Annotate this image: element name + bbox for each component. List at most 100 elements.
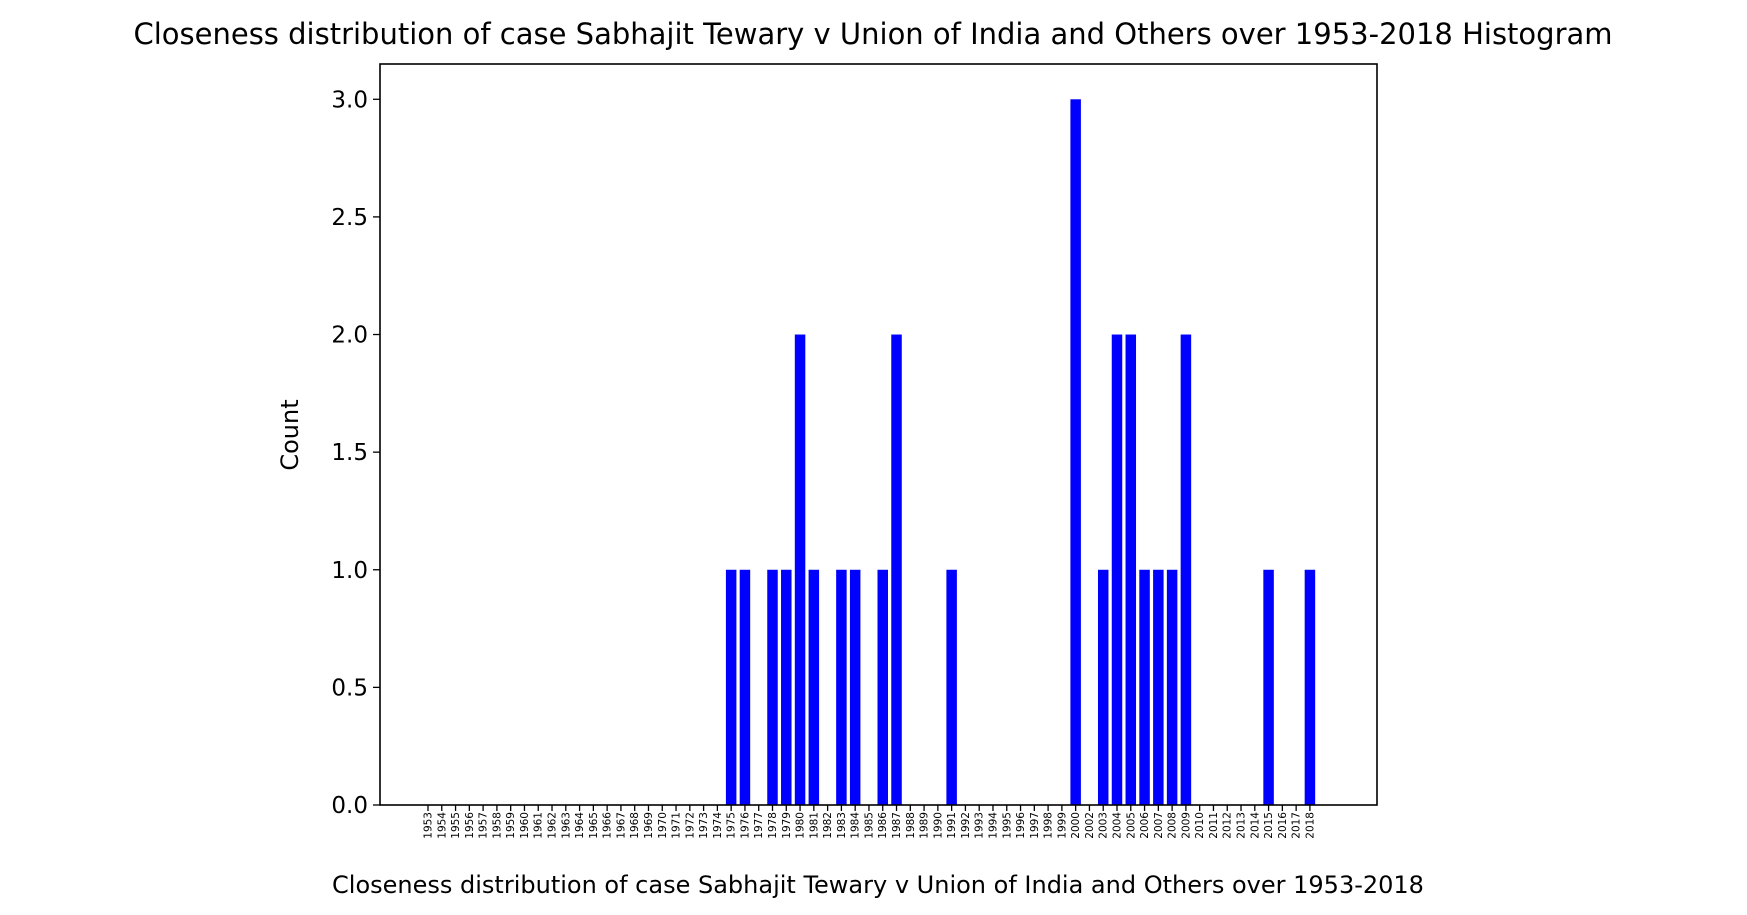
x-tick-label: 2008 xyxy=(1167,812,1179,839)
x-tick-label: 1998 xyxy=(1043,812,1055,839)
x-tick-label: 1994 xyxy=(987,812,999,839)
x-tick-label: 1963 xyxy=(560,812,572,839)
x-tick-label: 1955 xyxy=(450,812,462,839)
bar-1979 xyxy=(781,569,792,805)
y-tick-label: 2.5 xyxy=(331,205,368,231)
x-tick-label: 1958 xyxy=(491,812,503,839)
bar-2003 xyxy=(1097,569,1109,805)
x-tick-label: 2004 xyxy=(1112,812,1124,839)
x-tick-label: 1992 xyxy=(960,812,972,839)
x-tick-label: 1990 xyxy=(932,812,944,839)
x-tick-label: 1962 xyxy=(547,812,559,839)
x-tick-label: 1983 xyxy=(836,812,848,839)
x-tick-label: 2018 xyxy=(1304,812,1316,839)
x-tick-label: 2016 xyxy=(1277,812,1289,839)
x-tick-label: 1975 xyxy=(726,812,738,839)
x-tick-label: 1973 xyxy=(698,812,710,839)
bar-2006 xyxy=(1139,569,1150,805)
x-tick-label: 1999 xyxy=(1056,812,1068,839)
x-tick-label: 1982 xyxy=(822,812,834,839)
x-tick-label: 1966 xyxy=(602,812,614,839)
y-axis-label: Count xyxy=(276,399,304,470)
bar-1981 xyxy=(808,569,820,805)
x-tick-label: 1964 xyxy=(574,812,586,839)
x-tick-label: 1972 xyxy=(684,812,696,839)
bar-2018 xyxy=(1304,569,1316,805)
x-tick-label: 1953 xyxy=(423,812,435,839)
x-tick-label: 1978 xyxy=(767,812,779,839)
y-tick-label: 1.0 xyxy=(331,558,368,584)
bar-2004 xyxy=(1111,334,1123,805)
x-tick-label: 1993 xyxy=(974,812,986,839)
x-tick-label: 1977 xyxy=(753,812,765,839)
y-tick-label: 2.0 xyxy=(331,323,368,349)
bar-1975 xyxy=(725,569,737,805)
y-tick-label: 1.5 xyxy=(331,440,368,466)
x-tick-label: 1956 xyxy=(464,812,476,839)
bar-2015 xyxy=(1263,569,1274,805)
x-tick-label: 2002 xyxy=(1084,812,1096,839)
bar-1976 xyxy=(739,569,751,805)
bar-2005 xyxy=(1125,334,1137,805)
bar-1986 xyxy=(877,569,888,805)
x-tick-label: 2009 xyxy=(1180,812,1192,839)
x-tick-label: 1985 xyxy=(863,812,875,839)
x-tick-label: 1981 xyxy=(808,812,820,839)
x-tick-label: 1960 xyxy=(519,812,531,839)
x-tick-label: 2005 xyxy=(1125,812,1137,839)
y-tick-label: 0.0 xyxy=(331,793,368,819)
x-tick-label: 1984 xyxy=(850,812,862,839)
x-axis-label: Closeness distribution of case Sabhajit … xyxy=(332,871,1424,899)
x-tick-label: 2013 xyxy=(1236,812,1248,839)
x-tick-label: 2014 xyxy=(1249,812,1261,839)
y-axis: 0.0 0.5 1.0 1.5 2.0 2.5 3.0 xyxy=(331,87,380,819)
x-tick-label: 2000 xyxy=(1070,812,1082,839)
x-tick-label: 1954 xyxy=(436,812,448,839)
x-tick-label: 1996 xyxy=(1015,812,1027,839)
x-tick-label: 1957 xyxy=(478,812,490,839)
x-tick-label: 2011 xyxy=(1208,812,1220,839)
x-tick-label: 2015 xyxy=(1263,812,1275,839)
x-tick-label: 2012 xyxy=(1222,812,1234,839)
x-tick-label: 1988 xyxy=(905,812,917,839)
x-tick-label: 2017 xyxy=(1291,812,1303,839)
x-axis: 1953 1954 1955 1956 1957 1958 1959 1960 1961 1962… xyxy=(423,805,1316,839)
x-tick-label: 1971 xyxy=(671,812,683,839)
x-tick-label: 1969 xyxy=(643,812,655,839)
bar-1983 xyxy=(836,569,847,805)
bar-2008 xyxy=(1166,569,1178,805)
x-tick-label: 1967 xyxy=(615,812,627,839)
x-tick-label: 1974 xyxy=(712,812,724,839)
bar-1987 xyxy=(891,334,902,805)
bar-1984 xyxy=(849,569,861,805)
x-tick-label: 1970 xyxy=(657,812,669,839)
bar-2000 xyxy=(1070,99,1081,806)
bar-1978 xyxy=(767,569,778,805)
bar-2007 xyxy=(1153,569,1164,805)
x-tick-label: 1976 xyxy=(739,812,751,839)
x-tick-label: 2003 xyxy=(1098,812,1110,839)
x-tick-label: 1995 xyxy=(1001,812,1013,839)
x-tick-label: 2006 xyxy=(1139,812,1151,839)
x-tick-label: 1997 xyxy=(1029,812,1041,839)
bar-1980 xyxy=(794,334,806,805)
bar-2009 xyxy=(1180,334,1192,805)
x-tick-label: 1961 xyxy=(533,812,545,839)
x-tick-label: 1991 xyxy=(946,812,958,839)
bars-group xyxy=(725,99,1316,806)
x-tick-label: 1979 xyxy=(781,812,793,839)
x-tick-label: 1965 xyxy=(588,812,600,839)
x-tick-label: 2010 xyxy=(1194,812,1206,839)
x-tick-label: 1989 xyxy=(919,812,931,839)
y-tick-label: 0.5 xyxy=(331,675,368,701)
bar-1991 xyxy=(946,569,957,805)
x-tick-label: 2007 xyxy=(1153,812,1165,839)
x-tick-label: 1987 xyxy=(891,812,903,839)
x-tick-label: 1986 xyxy=(877,812,889,839)
x-tick-label: 1980 xyxy=(795,812,807,839)
x-tick-label: 1968 xyxy=(629,812,641,839)
y-tick-label: 3.0 xyxy=(331,87,368,113)
plot-frame xyxy=(379,63,1378,806)
x-tick-label: 1959 xyxy=(505,812,517,839)
